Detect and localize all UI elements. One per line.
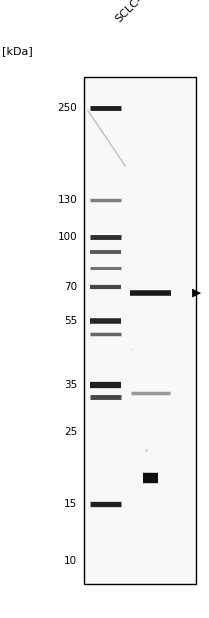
- Text: [kDa]: [kDa]: [2, 46, 33, 56]
- Text: 35: 35: [64, 379, 77, 389]
- Text: 15: 15: [64, 499, 77, 509]
- Text: 55: 55: [64, 316, 77, 326]
- Text: 130: 130: [58, 195, 77, 205]
- Text: SCLC-21H: SCLC-21H: [113, 0, 159, 25]
- Text: 100: 100: [58, 232, 77, 242]
- Text: 70: 70: [64, 282, 77, 292]
- Text: 10: 10: [64, 556, 77, 566]
- Text: 250: 250: [58, 103, 77, 112]
- Bar: [84, 77, 196, 584]
- Text: 25: 25: [64, 427, 77, 437]
